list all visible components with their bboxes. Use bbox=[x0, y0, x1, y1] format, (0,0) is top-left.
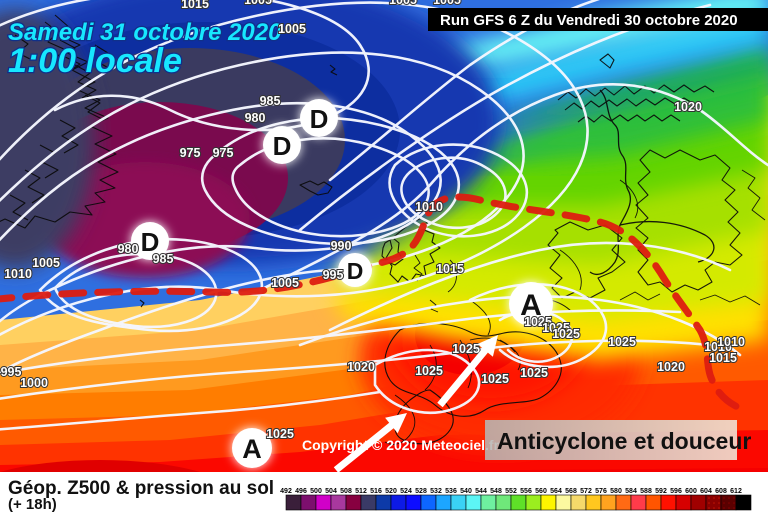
svg-text:496: 496 bbox=[295, 488, 307, 495]
svg-text:532: 532 bbox=[430, 488, 442, 495]
svg-text:1015: 1015 bbox=[709, 351, 737, 365]
svg-text:1025: 1025 bbox=[452, 342, 480, 356]
svg-text:604: 604 bbox=[700, 488, 712, 495]
svg-text:568: 568 bbox=[565, 488, 577, 495]
svg-text:524: 524 bbox=[400, 488, 412, 495]
svg-text:1025: 1025 bbox=[481, 372, 509, 386]
svg-text:1000: 1000 bbox=[20, 376, 48, 390]
svg-text:540: 540 bbox=[460, 488, 472, 495]
svg-text:572: 572 bbox=[580, 488, 592, 495]
svg-text:1010: 1010 bbox=[717, 335, 745, 349]
svg-text:600: 600 bbox=[685, 488, 697, 495]
svg-text:(+ 18h): (+ 18h) bbox=[8, 496, 57, 512]
svg-text:975: 975 bbox=[213, 146, 234, 160]
svg-text:990: 990 bbox=[331, 239, 352, 253]
svg-text:1020: 1020 bbox=[347, 360, 375, 374]
svg-text:592: 592 bbox=[655, 488, 667, 495]
svg-text:1015: 1015 bbox=[436, 262, 464, 276]
svg-text:1025: 1025 bbox=[608, 335, 636, 349]
svg-text:520: 520 bbox=[385, 488, 397, 495]
svg-text:560: 560 bbox=[535, 488, 547, 495]
svg-text:Run GFS 6 Z du Vendredi 30 oct: Run GFS 6 Z du Vendredi 30 octobre 2020 bbox=[440, 12, 738, 29]
svg-text:Anticyclone et douceur: Anticyclone et douceur bbox=[497, 428, 751, 454]
svg-text:975: 975 bbox=[180, 146, 201, 160]
svg-text:D: D bbox=[310, 104, 329, 134]
svg-text:1005: 1005 bbox=[32, 256, 60, 270]
svg-text:504: 504 bbox=[325, 488, 337, 495]
svg-text:1025: 1025 bbox=[552, 327, 580, 341]
svg-text:552: 552 bbox=[505, 488, 517, 495]
svg-text:492: 492 bbox=[280, 488, 292, 495]
svg-text:544: 544 bbox=[475, 488, 487, 495]
svg-text:564: 564 bbox=[550, 488, 562, 495]
svg-text:1005: 1005 bbox=[278, 22, 306, 36]
svg-text:1015: 1015 bbox=[181, 0, 209, 11]
svg-text:A: A bbox=[242, 434, 262, 464]
svg-text:1010: 1010 bbox=[4, 267, 32, 281]
svg-text:516: 516 bbox=[370, 488, 382, 495]
svg-text:D: D bbox=[347, 258, 364, 284]
svg-text:608: 608 bbox=[715, 488, 727, 495]
svg-text:1020: 1020 bbox=[674, 100, 702, 114]
svg-text:995: 995 bbox=[323, 268, 344, 282]
svg-text:995: 995 bbox=[1, 365, 22, 379]
svg-text:500: 500 bbox=[310, 488, 322, 495]
svg-text:980: 980 bbox=[245, 111, 266, 125]
svg-text:612: 612 bbox=[730, 488, 742, 495]
svg-text:548: 548 bbox=[490, 488, 502, 495]
svg-text:1025: 1025 bbox=[266, 427, 294, 441]
svg-text:1005: 1005 bbox=[389, 0, 417, 7]
svg-text:1005: 1005 bbox=[433, 0, 461, 7]
svg-text:1005: 1005 bbox=[244, 0, 272, 7]
svg-text:985: 985 bbox=[260, 94, 281, 108]
svg-text:1:00 locale: 1:00 locale bbox=[8, 42, 182, 80]
svg-text:528: 528 bbox=[415, 488, 427, 495]
svg-text:1010: 1010 bbox=[415, 200, 443, 214]
svg-text:580: 580 bbox=[610, 488, 622, 495]
svg-text:985: 985 bbox=[153, 252, 174, 266]
svg-text:980: 980 bbox=[118, 242, 139, 256]
svg-text:Copyright © 2020 Meteociel.fr: Copyright © 2020 Meteociel.fr bbox=[302, 437, 500, 453]
svg-text:512: 512 bbox=[355, 488, 367, 495]
svg-text:588: 588 bbox=[640, 488, 652, 495]
svg-text:576: 576 bbox=[595, 488, 607, 495]
svg-text:536: 536 bbox=[445, 488, 457, 495]
svg-text:584: 584 bbox=[625, 488, 637, 495]
svg-text:1020: 1020 bbox=[657, 360, 685, 374]
svg-text:D: D bbox=[273, 131, 292, 161]
svg-text:1025: 1025 bbox=[415, 364, 443, 378]
svg-text:596: 596 bbox=[670, 488, 682, 495]
svg-text:1025: 1025 bbox=[520, 366, 548, 380]
svg-text:556: 556 bbox=[520, 488, 532, 495]
svg-text:1005: 1005 bbox=[271, 276, 299, 290]
svg-text:508: 508 bbox=[340, 488, 352, 495]
